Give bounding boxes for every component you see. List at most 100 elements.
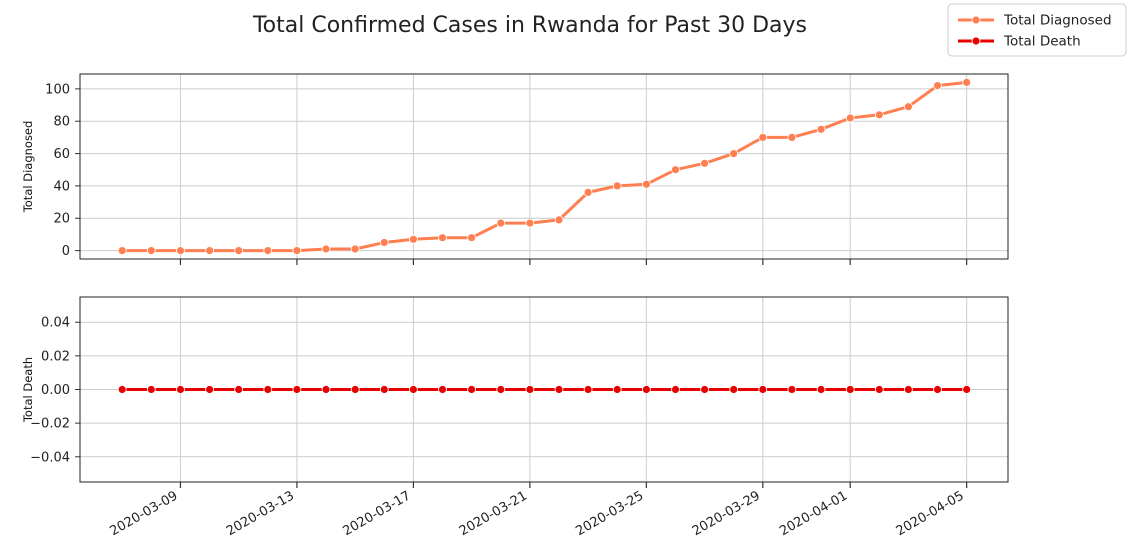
data-point	[554, 385, 564, 394]
x-tick-label: 2020-03-29	[690, 488, 763, 539]
data-point	[176, 385, 185, 394]
data-point	[700, 158, 709, 168]
x-tick-label: 2020-03-25	[573, 488, 646, 539]
data-point	[350, 385, 360, 394]
y-axis-label: Total Diagnosed	[21, 121, 35, 214]
series-markers	[117, 385, 972, 394]
data-point	[933, 385, 942, 394]
x-tick-label: 2020-03-13	[224, 488, 297, 539]
series-line	[120, 80, 969, 253]
data-point	[845, 113, 855, 123]
y-tick-label: 40	[53, 179, 70, 194]
x-axis: 2020-03-09 2020-03-13 2020-03-17 2020-03-21…	[108, 482, 968, 539]
y-tick-label: 0	[62, 244, 70, 259]
y-tick-label: 100	[45, 82, 70, 97]
data-point	[467, 233, 477, 243]
legend-swatch-marker-death	[971, 36, 981, 46]
y-tick-label: −0.02	[30, 417, 70, 432]
data-point	[904, 385, 913, 394]
data-point	[612, 181, 622, 191]
y-axis-label: Total Death	[21, 357, 35, 423]
y-axis: 0 20 40 60 80 100	[45, 82, 1008, 259]
data-point	[263, 385, 273, 394]
data-point	[234, 246, 244, 256]
y-tick-label: 80	[53, 115, 70, 130]
data-point	[700, 385, 709, 394]
y-tick-label: 0.00	[41, 383, 70, 398]
data-point	[176, 246, 185, 256]
legend-label-death: Total Death	[1003, 34, 1081, 50]
data-point	[117, 385, 127, 394]
data-point	[438, 385, 447, 394]
data-point	[816, 124, 826, 134]
data-point	[933, 81, 942, 90]
data-point	[379, 385, 389, 394]
data-point	[408, 234, 418, 244]
x-tick-label: 2020-03-09	[108, 488, 181, 539]
data-point	[642, 385, 651, 394]
x-tick-label: 2020-04-05	[894, 488, 967, 539]
plot-frame	[79, 296, 1009, 483]
data-point	[729, 149, 739, 159]
data-point	[962, 78, 972, 87]
y-tick-label: 60	[53, 147, 70, 162]
data-point	[787, 385, 797, 394]
data-point	[146, 246, 156, 256]
legend: Total Diagnosed Total Death	[947, 3, 1127, 57]
data-point	[962, 385, 972, 394]
legend-label-diagnosed: Total Diagnosed	[1003, 13, 1112, 29]
data-point	[758, 132, 768, 142]
data-point	[321, 385, 331, 394]
data-point	[408, 385, 418, 394]
data-point	[845, 385, 855, 394]
data-point	[467, 385, 477, 394]
plot-frame	[79, 73, 1009, 260]
data-point	[496, 385, 506, 394]
data-point	[583, 385, 593, 394]
data-point	[729, 385, 739, 394]
data-point	[263, 246, 273, 256]
x-tick-label: 2020-03-21	[457, 488, 530, 539]
y-axis: −0.04 −0.02 0.00 0.02 0.04	[30, 316, 1008, 465]
x-gridlines	[179, 74, 968, 259]
data-point	[758, 385, 768, 394]
y-tick-label: −0.04	[30, 450, 70, 465]
data-point	[671, 385, 680, 394]
data-point	[525, 218, 535, 228]
data-point	[874, 110, 884, 120]
data-point	[379, 238, 389, 247]
data-point	[205, 385, 215, 394]
data-point	[554, 215, 564, 225]
data-point	[583, 187, 593, 197]
legend-swatch-marker-diagnosed	[971, 15, 981, 25]
data-point	[525, 385, 535, 394]
data-point	[117, 246, 127, 256]
data-point	[816, 385, 826, 394]
data-point	[874, 385, 884, 394]
data-point	[205, 246, 215, 256]
data-point	[612, 385, 622, 394]
x-tick-label: 2020-04-01	[777, 488, 850, 539]
data-point	[671, 165, 680, 175]
panel-1: 0 20 40 60 80 100 Total Diagnosed	[21, 73, 1009, 265]
chart-title: Total Confirmed Cases in Rwanda for Past…	[252, 13, 807, 38]
x-tick-label: 2020-03-17	[340, 488, 413, 539]
data-point	[350, 244, 360, 254]
data-point	[438, 233, 447, 243]
data-point	[234, 385, 244, 394]
data-point	[496, 218, 506, 228]
x-axis	[179, 259, 968, 265]
data-point	[904, 102, 913, 112]
data-point	[292, 246, 302, 256]
series-markers	[117, 78, 972, 256]
y-tick-label: 0.02	[41, 349, 70, 364]
y-tick-label: 0.04	[41, 316, 70, 331]
data-point	[146, 385, 156, 394]
data-point	[642, 179, 651, 189]
data-point	[292, 385, 302, 394]
legend-box	[947, 3, 1127, 57]
y-tick-label: 20	[53, 212, 70, 227]
